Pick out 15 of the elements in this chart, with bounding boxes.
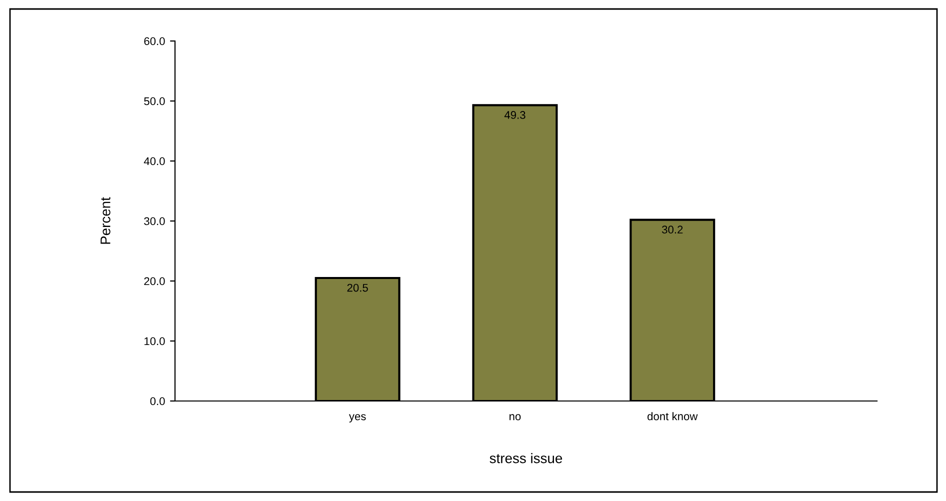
y-tick-label: 50.0 xyxy=(144,97,165,106)
y-tick-label: 10.0 xyxy=(144,337,165,346)
x-tick-label: dont know xyxy=(648,412,698,420)
y-tick-label: 60.0 xyxy=(144,37,165,46)
y-tick-label: 40.0 xyxy=(144,157,165,166)
y-axis-title: Percent xyxy=(100,197,110,244)
data-label: 30.2 xyxy=(662,226,683,234)
y-tick-label: 0.0 xyxy=(150,397,165,406)
x-axis-title: stress issue xyxy=(490,453,562,464)
data-label: 20.5 xyxy=(347,284,368,292)
x-tick-label: no xyxy=(510,414,521,420)
data-label: 49.3 xyxy=(504,111,526,119)
y-tick-label: 30.0 xyxy=(144,217,165,226)
y-tick-label: 20.0 xyxy=(144,277,165,286)
x-tick-label: yes xyxy=(348,414,366,422)
